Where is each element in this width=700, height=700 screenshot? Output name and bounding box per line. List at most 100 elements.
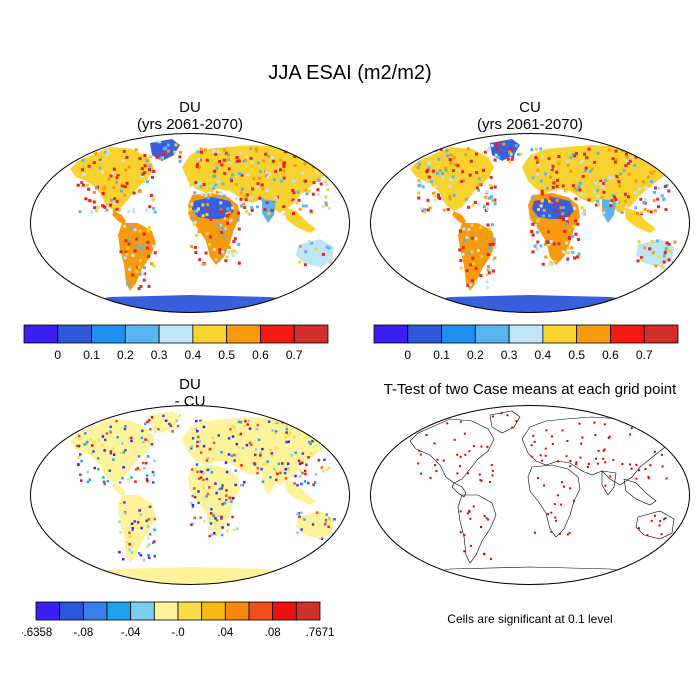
grid-cell <box>495 147 499 151</box>
colorbar-cell <box>106 601 132 621</box>
grid-cell <box>301 461 304 465</box>
grid-cell <box>121 442 124 445</box>
grid-cell <box>577 252 581 256</box>
grid-cell <box>448 158 452 162</box>
grid-cell <box>479 183 483 187</box>
grid-cell <box>539 454 542 457</box>
diff-title-line1: DU <box>179 376 201 393</box>
grid-cell <box>238 151 242 155</box>
grid-cell <box>449 153 453 157</box>
grid-cell <box>603 423 606 426</box>
grid-cell <box>630 157 634 161</box>
grid-cell <box>594 203 598 207</box>
grid-cell <box>304 204 308 208</box>
grid-cell <box>324 195 328 199</box>
antarctica <box>70 567 320 585</box>
grid-cell <box>233 453 236 457</box>
grid-cell <box>616 200 620 204</box>
grid-cell <box>222 194 226 198</box>
grid-cell <box>229 218 233 222</box>
grid-cell <box>230 454 234 457</box>
grid-cell <box>96 205 100 209</box>
grid-cell <box>199 147 203 151</box>
grid-cell <box>147 556 151 560</box>
grid-cell <box>238 172 242 176</box>
grid-cell <box>419 207 423 211</box>
grid-cell <box>77 456 81 459</box>
grid-cell <box>637 527 640 530</box>
grid-cell <box>531 176 535 180</box>
grid-cell <box>267 154 271 158</box>
grid-cell <box>293 164 297 168</box>
grid-cell <box>256 472 259 475</box>
grid-cell <box>436 193 440 197</box>
grid-cell <box>594 181 598 185</box>
grid-cell <box>611 193 615 197</box>
grid-cell <box>468 450 471 453</box>
grid-cell <box>109 203 113 207</box>
grid-cell <box>324 518 328 522</box>
grid-cell <box>477 228 481 232</box>
du-panel-title: DU (yrs 2061-2070) <box>30 99 350 133</box>
grid-cell <box>293 482 296 485</box>
grid-cell <box>324 150 328 154</box>
grid-cell <box>486 445 489 448</box>
grid-cell <box>202 425 206 429</box>
grid-cell <box>162 151 166 155</box>
grid-cell <box>309 251 313 255</box>
grid-cell <box>651 251 655 255</box>
grid-cell <box>303 518 306 521</box>
grid-cell <box>663 443 666 446</box>
colorbar-cell <box>192 324 228 344</box>
grid-cell <box>321 204 325 208</box>
grid-cell <box>138 552 141 555</box>
grid-cell <box>137 265 141 269</box>
grid-cell <box>569 156 573 160</box>
grid-cell <box>212 532 216 535</box>
colorbar-cell <box>201 601 226 621</box>
grid-cell <box>451 169 455 173</box>
map-border <box>370 405 690 585</box>
grid-cell <box>551 443 554 446</box>
grid-cell <box>203 519 206 523</box>
grid-cell <box>307 456 310 459</box>
grid-cell <box>146 545 149 549</box>
grid-cell <box>640 256 644 260</box>
grid-cell <box>533 440 536 443</box>
grid-cell <box>125 181 129 185</box>
grid-cell <box>265 462 268 465</box>
grid-cell <box>532 434 535 437</box>
grid-cell <box>559 206 563 210</box>
grid-cell <box>325 155 329 159</box>
colorbar-tick-label: -.04 <box>121 627 141 639</box>
grid-cell <box>607 437 610 440</box>
grid-cell <box>320 466 324 469</box>
grid-cell <box>514 144 518 148</box>
grid-cell <box>118 176 122 180</box>
grid-cell <box>490 463 493 466</box>
grid-cell <box>279 471 282 475</box>
grid-cell <box>151 541 155 545</box>
grid-cell <box>142 278 146 282</box>
grid-cell <box>249 147 253 151</box>
grid-cell <box>260 183 264 187</box>
grid-cell <box>458 248 462 252</box>
grid-cell <box>664 246 668 250</box>
grid-cell <box>552 181 556 185</box>
grid-cell <box>423 208 427 212</box>
grid-cell <box>550 168 554 172</box>
grid-cell <box>566 246 570 250</box>
grid-cell <box>611 157 615 161</box>
grid-cell <box>79 473 82 477</box>
grid-cell <box>296 484 299 487</box>
grid-cell <box>502 142 506 146</box>
colorbar-tick-label: 0.4 <box>535 348 552 362</box>
grid-cell <box>554 519 557 522</box>
grid-cell <box>211 436 214 440</box>
grid-cell <box>147 225 151 229</box>
grid-cell <box>282 169 286 173</box>
grid-cell <box>486 238 490 242</box>
grid-cell <box>197 435 200 439</box>
grid-cell <box>266 148 270 152</box>
grid-cell <box>441 176 445 180</box>
